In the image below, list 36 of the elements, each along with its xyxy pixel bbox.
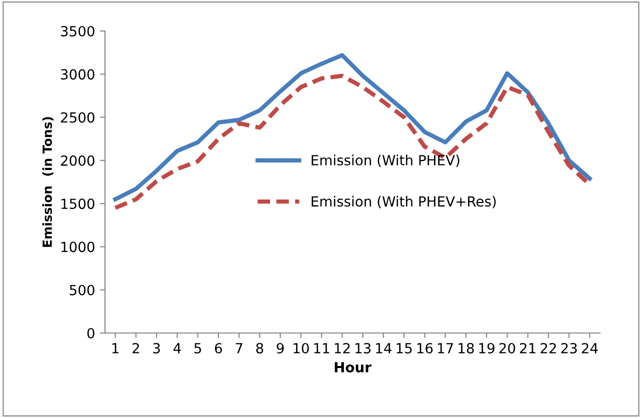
x-tick-label: 11 — [314, 343, 330, 354]
x-tick-label: 12 — [334, 342, 350, 354]
x-tick-label: 17 — [438, 343, 453, 354]
x-tick-label: 16 — [417, 342, 433, 354]
y-tick-label: 500 — [70, 284, 94, 296]
x-tick-label: 1 — [112, 343, 118, 354]
x-axis-title: Hour — [334, 362, 372, 372]
y-tick-label: 2500 — [60, 112, 94, 123]
x-tick-label: 22 — [540, 342, 556, 354]
x-tick-label: 9 — [276, 342, 284, 354]
y-axis-title: Emission (in Tons) — [42, 117, 54, 247]
x-tick-label: 7 — [236, 343, 242, 354]
y-tick-label: 1500 — [61, 198, 94, 210]
x-tick-label: 2 — [132, 342, 139, 354]
legend-label: Emission (With PHEV+Res) — [312, 196, 496, 208]
y-tick-label: 0 — [87, 328, 94, 338]
x-tick-label: 19 — [479, 342, 494, 354]
y-tick-label: 3000 — [60, 69, 94, 80]
y-tick-label: 2000 — [60, 155, 94, 166]
x-tick-label: 18 — [458, 342, 474, 354]
x-tick-label: 10 — [294, 342, 309, 354]
x-tick-label: 21 — [520, 342, 536, 354]
x-tick-label: 4 — [173, 343, 181, 354]
legend-label: Emission (With PHEV) — [312, 154, 460, 168]
y-tick-label: 1000 — [61, 242, 94, 252]
x-tick-label: 13 — [356, 342, 371, 354]
x-tick-label: 5 — [194, 343, 202, 354]
x-tick-label: 15 — [396, 343, 412, 354]
x-tick-label: 14 — [376, 343, 392, 354]
x-tick-label: 8 — [256, 342, 264, 354]
x-tick-label: 6 — [214, 342, 222, 354]
x-tick-label: 3 — [153, 342, 160, 354]
x-tick-label: 20 — [499, 342, 516, 354]
x-tick-label: 24 — [582, 342, 598, 354]
y-tick-label: 3500 — [60, 26, 94, 36]
x-tick-label: 23 — [561, 342, 577, 354]
